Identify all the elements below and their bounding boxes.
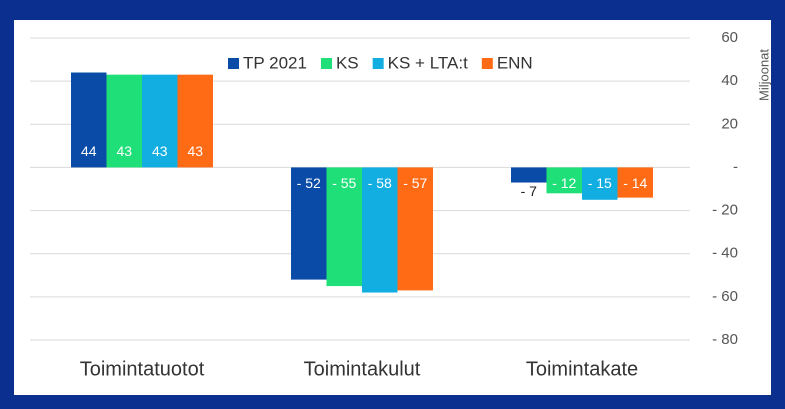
legend-swatch	[372, 58, 384, 69]
value-label: - 12	[552, 175, 576, 191]
bar	[546, 167, 582, 194]
value-label: 43	[187, 143, 203, 159]
legend-swatch	[228, 58, 239, 69]
bar	[291, 167, 327, 280]
legend-label: KS + LTA:t	[388, 53, 468, 72]
value-label: 43	[116, 143, 132, 159]
y-axis-label: Miljoonat	[756, 49, 771, 101]
y-tick-label: - 60	[712, 288, 738, 305]
x-tick-label: Toimintakate	[526, 358, 638, 380]
y-tick-label: 40	[721, 72, 738, 89]
x-tick-label: Toimintatuotot	[80, 358, 205, 380]
value-label: - 57	[403, 175, 427, 191]
bar	[397, 167, 433, 291]
y-tick-label: -	[733, 158, 738, 175]
legend-label: KS	[336, 53, 359, 72]
y-tick-label: - 80	[712, 331, 738, 348]
legend-swatch	[320, 58, 332, 69]
value-label: 44	[81, 143, 97, 159]
bar	[177, 74, 213, 168]
value-label: - 55	[332, 175, 356, 191]
bar	[106, 74, 142, 168]
bar	[617, 167, 653, 198]
value-label: - 14	[623, 175, 647, 191]
bar	[511, 167, 547, 183]
y-tick-label: - 20	[712, 202, 738, 219]
y-tick-label: 20	[721, 115, 738, 132]
legend-swatch	[481, 58, 493, 69]
bar	[71, 72, 107, 168]
bar	[362, 167, 398, 293]
y-tick-label: 60	[721, 29, 738, 46]
bar	[326, 167, 362, 287]
value-label: - 52	[297, 175, 321, 191]
value-label: 43	[152, 143, 168, 159]
y-tick-label: - 40	[712, 245, 738, 262]
value-label: - 58	[368, 175, 392, 191]
bar	[582, 167, 618, 200]
legend-label: ENN	[497, 53, 533, 72]
value-label: - 7	[521, 183, 538, 199]
x-tick-label: Toimintakulut	[304, 358, 421, 380]
legend-label: TP 2021	[243, 53, 307, 72]
value-label: - 15	[588, 175, 612, 191]
bar	[142, 74, 178, 168]
